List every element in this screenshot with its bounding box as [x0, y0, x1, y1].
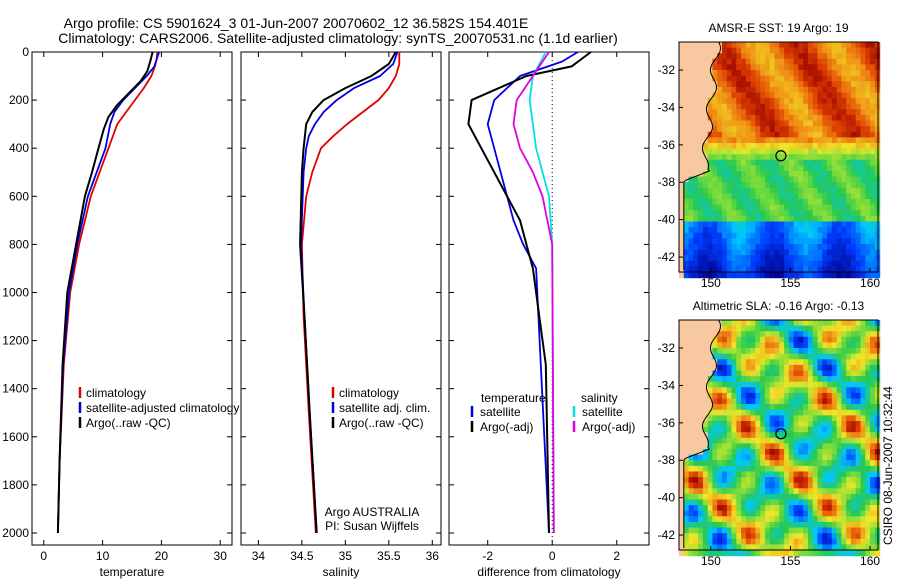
x-tick-label-temperature: 0 — [40, 549, 47, 563]
y-tick-label-depth: 1600 — [2, 430, 29, 444]
x-tick-label-difference: -2 — [482, 549, 493, 563]
header-line1: Argo profile: CS 5901624_3 01-Jun-2007 2… — [64, 15, 529, 31]
map-y-tick-label: -40 — [658, 491, 676, 505]
map-frame-sla-map — [678, 319, 879, 551]
y-tick-label-depth: 1000 — [2, 285, 29, 299]
legend-label-difference: satellite — [582, 405, 623, 419]
x-tick-label-temperature: 20 — [155, 549, 169, 563]
series-line-difference-2 — [528, 51, 555, 534]
header-line2: Climatology: CARS2006. Satellite-adjuste… — [58, 30, 618, 46]
x-axis-label-salinity: salinity — [323, 565, 360, 579]
annotation-0: Argo AUSTRALIA — [325, 505, 420, 519]
y-tick-label-depth: 200 — [9, 93, 29, 107]
map-x-tick-label: 160 — [860, 554, 880, 568]
x-tick-label-salinity: 34 — [252, 549, 266, 563]
series-line-difference-1 — [467, 51, 592, 534]
y-tick-label-depth: 1200 — [2, 334, 29, 348]
legend-label-salinity: climatology — [339, 386, 399, 400]
y-tick-label-depth: 400 — [9, 141, 29, 155]
salinity-panel: 34 34.5 35 35.5 36 salinity climatologysatelli… — [240, 51, 442, 579]
map-y-tick-label: -32 — [658, 63, 676, 77]
annotation-1: PI: Susan Wijffels — [325, 519, 419, 533]
heatmap-cells-sla-map — [679, 320, 881, 557]
map-x-tick-label: 150 — [701, 276, 721, 290]
x-tick-label-temperature: 10 — [96, 549, 110, 563]
map-y-tick-label: -36 — [658, 138, 676, 152]
map-y-tick-label: -36 — [658, 416, 676, 430]
sla-map-panel: Altimetric SLA: -0.16 Argo: -0.13 150 155 1… — [658, 299, 881, 568]
argo-float-marker — [775, 150, 787, 162]
map-y-tick-label: -34 — [658, 100, 676, 114]
y-tick-label-depth: 2000 — [2, 526, 29, 540]
x-tick-label-salinity: 35 — [339, 549, 353, 563]
map-y-tick-label: -42 — [658, 528, 676, 542]
x-tick-label-salinity: 35.5 — [377, 549, 401, 563]
sst-map-panel: AMSR-E SST: 19 Argo: 19 150 155 160 -32 -34 -3… — [658, 21, 881, 290]
legend-header-salinity: salinity — [581, 391, 618, 405]
plot-frame-salinity — [240, 51, 442, 546]
x-tick-label-salinity: 36 — [426, 549, 440, 563]
y-tick-label-depth: 0 — [22, 45, 29, 59]
map-title-sla-map: Altimetric SLA: -0.16 Argo: -0.13 — [693, 299, 865, 313]
x-axis-label-temperature: temperature — [100, 565, 165, 579]
argo-float-marker — [775, 428, 787, 440]
x-tick-label-difference: 0 — [549, 549, 556, 563]
y-tick-label-depth: 1400 — [2, 382, 29, 396]
series-line-difference-3 — [512, 51, 555, 534]
difference-panel: -2 0 2 difference from climatology temperatu… — [448, 51, 650, 579]
map-x-tick-label: 155 — [780, 276, 800, 290]
map-x-tick-label: 160 — [860, 276, 880, 290]
x-axis-label-difference: difference from climatology — [477, 565, 620, 579]
legend-label-difference: Argo(-adj) — [582, 420, 635, 434]
y-tick-label-depth: 600 — [9, 189, 29, 203]
plot-frame-difference — [448, 51, 650, 546]
legend-header-temperature: temperature — [481, 391, 546, 405]
map-y-tick-label: -34 — [658, 378, 676, 392]
series-line-difference-0 — [486, 51, 579, 534]
coastline-sst-map — [683, 41, 722, 271]
coastline-sla-map — [683, 319, 722, 549]
series-line-temperature-2 — [56, 51, 154, 534]
x-tick-label-temperature: 30 — [214, 549, 228, 563]
legend-label-difference: Argo(-adj) — [480, 420, 533, 434]
legend-label-temperature: satellite-adjusted climatology — [86, 401, 239, 415]
series-line-salinity-2 — [299, 51, 397, 534]
series-line-temperature-1 — [57, 51, 160, 534]
map-y-tick-label: -32 — [658, 341, 676, 355]
map-y-tick-label: -38 — [658, 175, 676, 189]
map-x-tick-label: 155 — [780, 554, 800, 568]
legend-label-temperature: Argo(..raw -QC) — [86, 416, 171, 430]
x-tick-label-salinity: 34.5 — [290, 549, 314, 563]
legend-label-salinity: satellite adj. clim. — [339, 401, 430, 415]
map-frame-sst-map — [678, 41, 879, 273]
legend-label-salinity: Argo(..raw -QC) — [339, 416, 424, 430]
y-tick-label-depth: 1800 — [2, 478, 29, 492]
map-y-tick-label: -42 — [658, 250, 676, 264]
temperature-panel: 0 10 20 30 0 200 400 600 800 1000 1200 1400 1600 1800… — [2, 45, 239, 579]
map-title-sst-map: AMSR-E SST: 19 Argo: 19 — [708, 21, 848, 35]
map-x-tick-label: 150 — [701, 554, 721, 568]
map-y-tick-label: -40 — [658, 213, 676, 227]
footer-credit: CSIRO 08-Jun-2007 10:32:44 — [881, 386, 895, 545]
map-y-tick-label: -38 — [658, 453, 676, 467]
legend-label-difference: satellite — [480, 405, 521, 419]
y-tick-label-depth: 800 — [9, 237, 29, 251]
legend-label-temperature: climatology — [86, 386, 146, 400]
plot-frame-temperature — [31, 51, 233, 546]
x-tick-label-difference: 2 — [613, 549, 620, 563]
